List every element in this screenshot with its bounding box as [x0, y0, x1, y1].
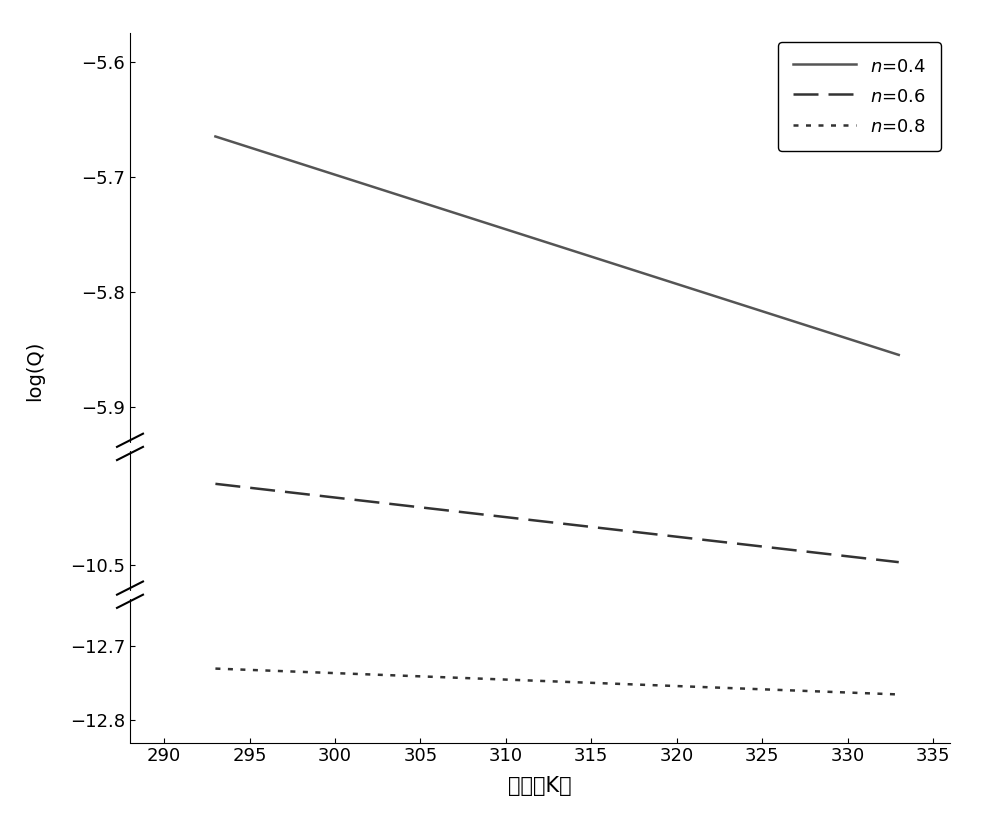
- Text: log(Q): log(Q): [26, 341, 44, 402]
- X-axis label: 温度（K）: 温度（K）: [508, 776, 572, 796]
- Legend: $n$=0.4, $n$=0.6, $n$=0.8: $n$=0.4, $n$=0.6, $n$=0.8: [778, 42, 941, 151]
